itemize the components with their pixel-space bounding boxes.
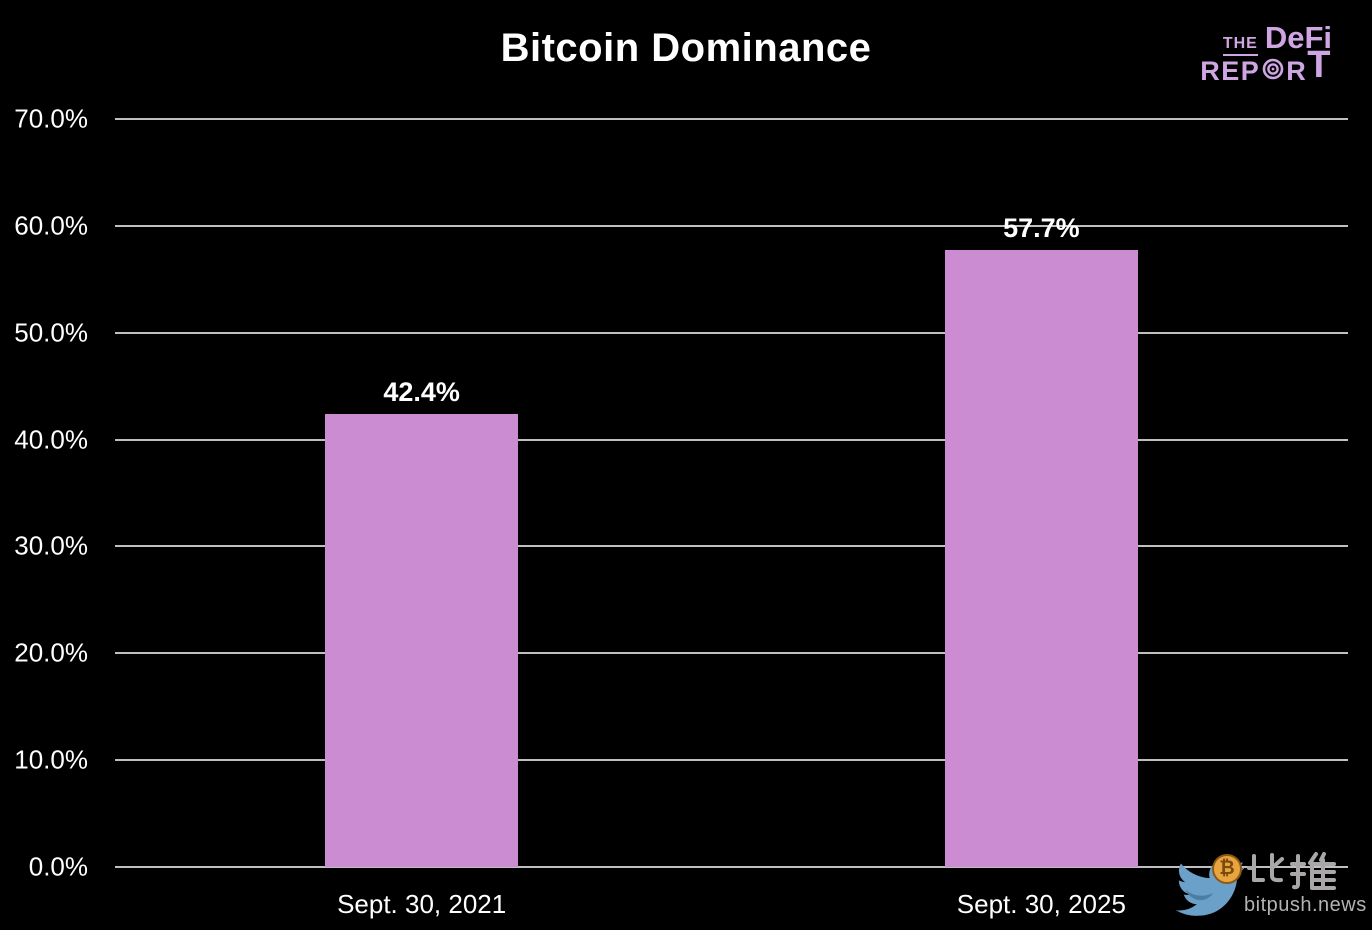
defi-logo-t: T <box>1307 44 1332 87</box>
y-axis-tick-label: 50.0% <box>14 317 88 348</box>
gridline <box>115 438 1348 441</box>
defi-logo-rep: REP <box>1200 56 1261 86</box>
chart-title: Bitcoin Dominance <box>500 26 872 70</box>
bar-value-label: 57.7% <box>1003 213 1080 244</box>
y-axis-tick-label: 60.0% <box>14 210 88 241</box>
y-axis-tick-label: 0.0% <box>28 851 88 882</box>
x-axis-category-label: Sept. 30, 2021 <box>337 889 507 919</box>
gridline <box>115 331 1348 334</box>
x-axis-category-label: Sept. 30, 2025 <box>956 889 1126 919</box>
defi-logo-line1: THE DeFi <box>1222 20 1332 56</box>
defi-logo-line2: REP R T <box>1200 46 1332 86</box>
y-axis-tick-label: 30.0% <box>14 530 88 561</box>
target-o-icon <box>1262 58 1284 85</box>
bar-value-label: 42.4% <box>383 376 460 407</box>
gridline <box>115 545 1348 548</box>
gridline <box>115 866 1348 868</box>
y-axis-tick-label: 70.0% <box>14 103 88 134</box>
defi-logo-the: THE <box>1222 36 1258 56</box>
y-axis-tick-label: 40.0% <box>14 424 88 455</box>
bitpush-site-label: bitpush.news <box>1244 894 1367 916</box>
gridline <box>115 224 1348 227</box>
bar <box>325 413 519 867</box>
plot-area: 0.0% 10.0% 20.0% 30.0% 40.0% 50.0% 60.0% 70.0% 4… <box>14 104 1348 919</box>
gridline <box>115 759 1348 762</box>
defi-report-logo: THE DeFi REP R T <box>1200 22 1332 85</box>
gridline <box>115 652 1348 655</box>
bitpush-cn-logo <box>1246 850 1338 899</box>
gridline <box>115 118 1348 120</box>
defi-logo-r: R <box>1286 56 1308 86</box>
y-axis-tick-label: 10.0% <box>14 744 88 775</box>
bitcoin-coin-icon: ₿ <box>1212 854 1242 884</box>
defi-logo-defi: DeFi <box>1264 20 1332 55</box>
bitpush-watermark: ₿ bitpush.news <box>1168 848 1367 918</box>
bar <box>944 250 1138 867</box>
y-axis-tick-label: 20.0% <box>14 637 88 668</box>
